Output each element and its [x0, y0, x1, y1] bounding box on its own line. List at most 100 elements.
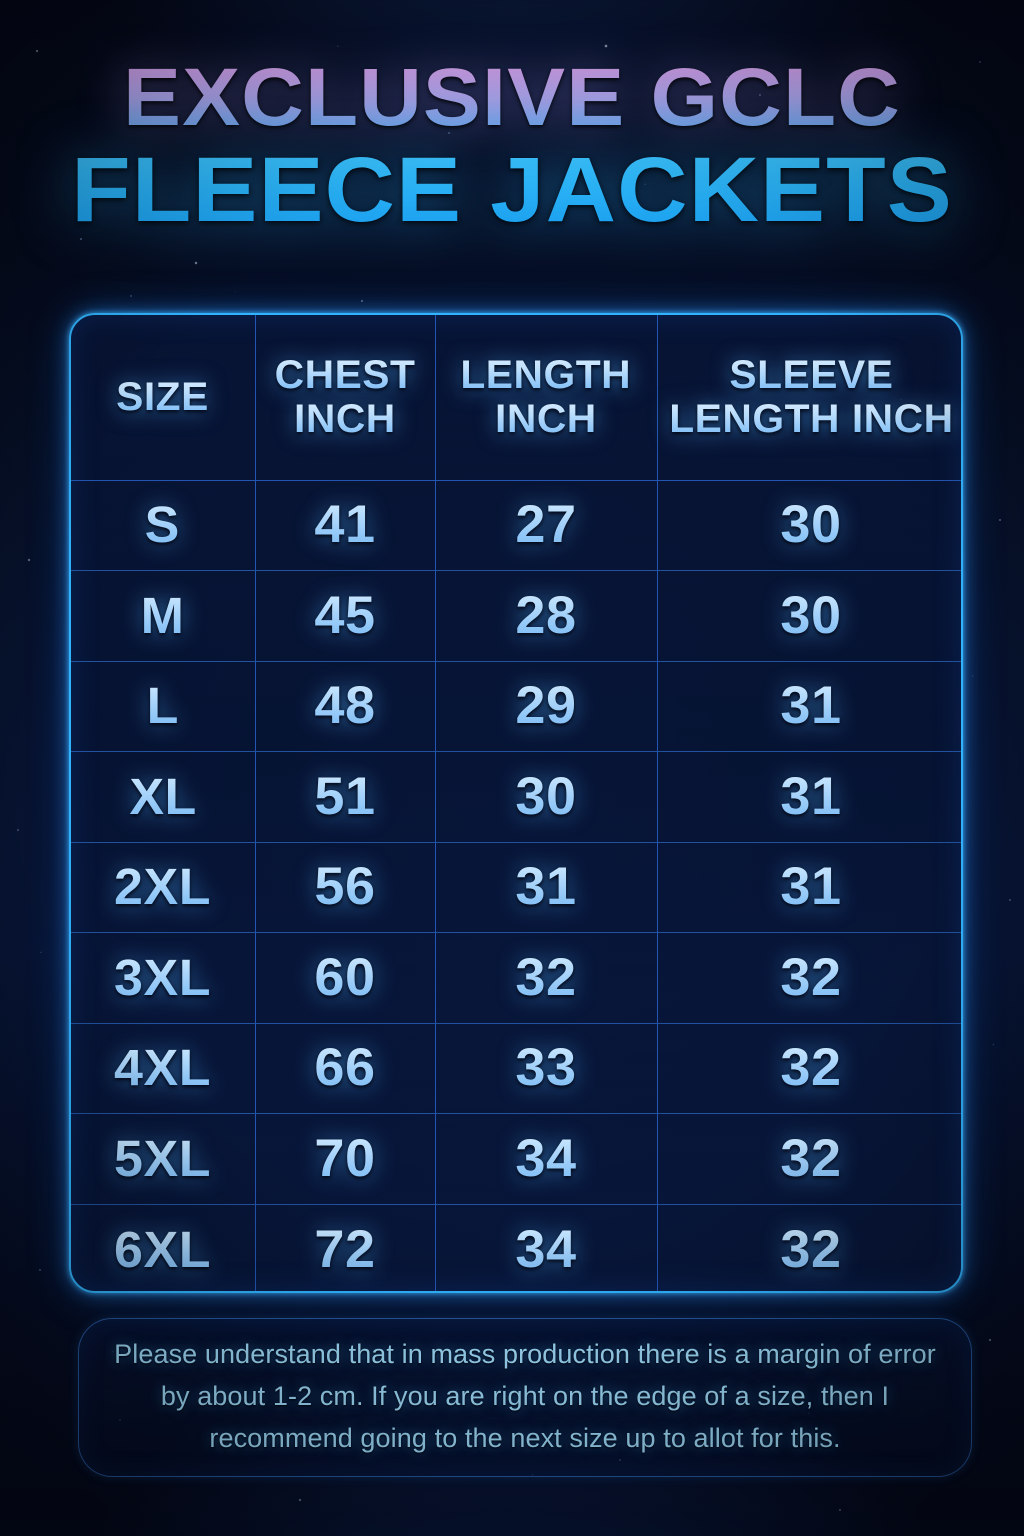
cell-length: 32: [435, 932, 658, 1024]
cell-length: 34: [435, 1204, 658, 1291]
column-header-size-label: SIZE: [116, 375, 210, 420]
cell-chest-value: 48: [314, 676, 376, 736]
table-row: 3XL 60 32 32: [71, 932, 961, 1024]
cell-sleeve-value: 30: [780, 495, 842, 555]
cell-size: 4XL: [71, 1023, 256, 1114]
cell-length-value: 30: [515, 766, 577, 826]
cell-length-value: 31: [515, 857, 577, 917]
cell-chest: 72: [255, 1204, 436, 1291]
column-header-sleeve-label-line2: LENGTH INCH: [669, 397, 954, 442]
column-header-length-label-line1: LENGTH: [460, 353, 632, 398]
cell-chest: 56: [255, 842, 436, 933]
cell-chest: 66: [255, 1023, 436, 1114]
cell-sleeve: 30: [657, 570, 961, 662]
cell-size: 2XL: [71, 842, 256, 933]
cell-length-value: 28: [515, 585, 577, 645]
cell-size: 6XL: [71, 1204, 256, 1291]
title-line-1: EXCLUSIVE GCLC: [0, 54, 1024, 142]
column-header-chest-label-line1: CHEST: [274, 353, 416, 398]
cell-size: 3XL: [71, 932, 256, 1024]
cell-chest-value: 66: [314, 1038, 376, 1098]
column-header-length: LENGTH INCH: [435, 315, 658, 481]
column-header-length-label-line2: INCH: [495, 397, 597, 442]
column-header-chest: CHEST INCH: [255, 315, 436, 481]
cell-chest-value: 51: [314, 766, 376, 826]
cell-sleeve-value: 30: [780, 585, 842, 645]
cell-chest-value: 70: [314, 1128, 376, 1188]
cell-length: 29: [435, 661, 658, 752]
cell-length: 33: [435, 1023, 658, 1114]
cell-sleeve: 32: [657, 932, 961, 1024]
cell-size: XL: [71, 751, 256, 843]
cell-sleeve: 32: [657, 1023, 961, 1114]
cell-chest-value: 60: [314, 947, 376, 1007]
disclaimer-note: Please understand that in mass productio…: [78, 1318, 972, 1477]
cell-chest-value: 45: [314, 585, 376, 645]
cell-size: S: [71, 480, 256, 571]
cell-length: 30: [435, 751, 658, 843]
cell-chest: 51: [255, 751, 436, 843]
table-row: M 45 28 30: [71, 570, 961, 662]
cell-length-value: 33: [515, 1038, 577, 1098]
cell-sleeve: 30: [657, 480, 961, 571]
cell-sleeve-value: 32: [780, 1219, 842, 1279]
cell-chest: 70: [255, 1113, 436, 1205]
cell-length: 34: [435, 1113, 658, 1205]
cell-length-value: 27: [515, 495, 577, 555]
cell-sleeve-value: 31: [780, 766, 842, 826]
cell-chest-value: 72: [314, 1219, 376, 1279]
table-header: SIZE CHEST INCH LENGTH INCH SLEEVE LENGT…: [71, 315, 961, 481]
disclaimer-note-text: Please understand that in mass productio…: [114, 1338, 936, 1453]
cell-size-value: 5XL: [114, 1129, 212, 1187]
cell-length-value: 29: [515, 676, 577, 736]
cell-size-value: L: [146, 677, 179, 735]
column-header-size: SIZE: [71, 315, 256, 481]
table-body: S 41 27 30 M 45 28 30 L 48 29 31 XL 51 30 31 2XL 56 31 31 3X…: [71, 480, 961, 1291]
cell-size-value: 6XL: [114, 1220, 212, 1278]
cell-length: 28: [435, 570, 658, 662]
table-row: 4XL 66 33 32: [71, 1023, 961, 1114]
cell-size-value: 4XL: [114, 1039, 212, 1097]
cell-length-value: 34: [515, 1128, 577, 1188]
cell-size-value: M: [140, 586, 185, 644]
size-chart-table: SIZE CHEST INCH LENGTH INCH SLEEVE LENGT…: [71, 315, 961, 1291]
table-row: L 48 29 31: [71, 661, 961, 752]
cell-sleeve-value: 32: [780, 1128, 842, 1188]
cell-chest: 60: [255, 932, 436, 1024]
cell-sleeve-value: 31: [780, 857, 842, 917]
cell-chest: 48: [255, 661, 436, 752]
cell-chest-value: 41: [314, 495, 376, 555]
cell-sleeve: 32: [657, 1113, 961, 1205]
table-row: XL 51 30 31: [71, 751, 961, 843]
cell-length-value: 32: [515, 947, 577, 1007]
cell-size-value: XL: [128, 767, 197, 825]
cell-length: 27: [435, 480, 658, 571]
cell-sleeve: 31: [657, 661, 961, 752]
cell-sleeve-value: 31: [780, 676, 842, 736]
cell-length: 31: [435, 842, 658, 933]
table-row: 2XL 56 31 31: [71, 842, 961, 933]
column-header-sleeve: SLEEVE LENGTH INCH: [657, 315, 961, 481]
cell-chest: 45: [255, 570, 436, 662]
cell-sleeve-value: 32: [780, 947, 842, 1007]
cell-size-value: 2XL: [114, 858, 212, 916]
cell-length-value: 34: [515, 1219, 577, 1279]
cell-sleeve: 32: [657, 1204, 961, 1291]
cell-chest-value: 56: [314, 857, 376, 917]
column-header-sleeve-label-line1: SLEEVE: [729, 353, 894, 398]
table-row: 5XL 70 34 32: [71, 1113, 961, 1205]
page-title: EXCLUSIVE GCLC FLEECE JACKETS: [0, 54, 1024, 239]
cell-sleeve: 31: [657, 751, 961, 843]
cell-sleeve-value: 32: [780, 1038, 842, 1098]
cell-sleeve: 31: [657, 842, 961, 933]
cell-size: 5XL: [71, 1113, 256, 1205]
cell-size: L: [71, 661, 256, 752]
table-header-row: SIZE CHEST INCH LENGTH INCH SLEEVE LENGT…: [71, 315, 961, 481]
table-row: S 41 27 30: [71, 480, 961, 571]
title-line-2: FLEECE JACKETS: [0, 142, 1024, 238]
cell-size-value: S: [145, 496, 181, 554]
table-row: 6XL 72 34 32: [71, 1204, 961, 1291]
size-chart-table-container: SIZE CHEST INCH LENGTH INCH SLEEVE LENGT…: [69, 313, 963, 1293]
cell-size: M: [71, 570, 256, 662]
